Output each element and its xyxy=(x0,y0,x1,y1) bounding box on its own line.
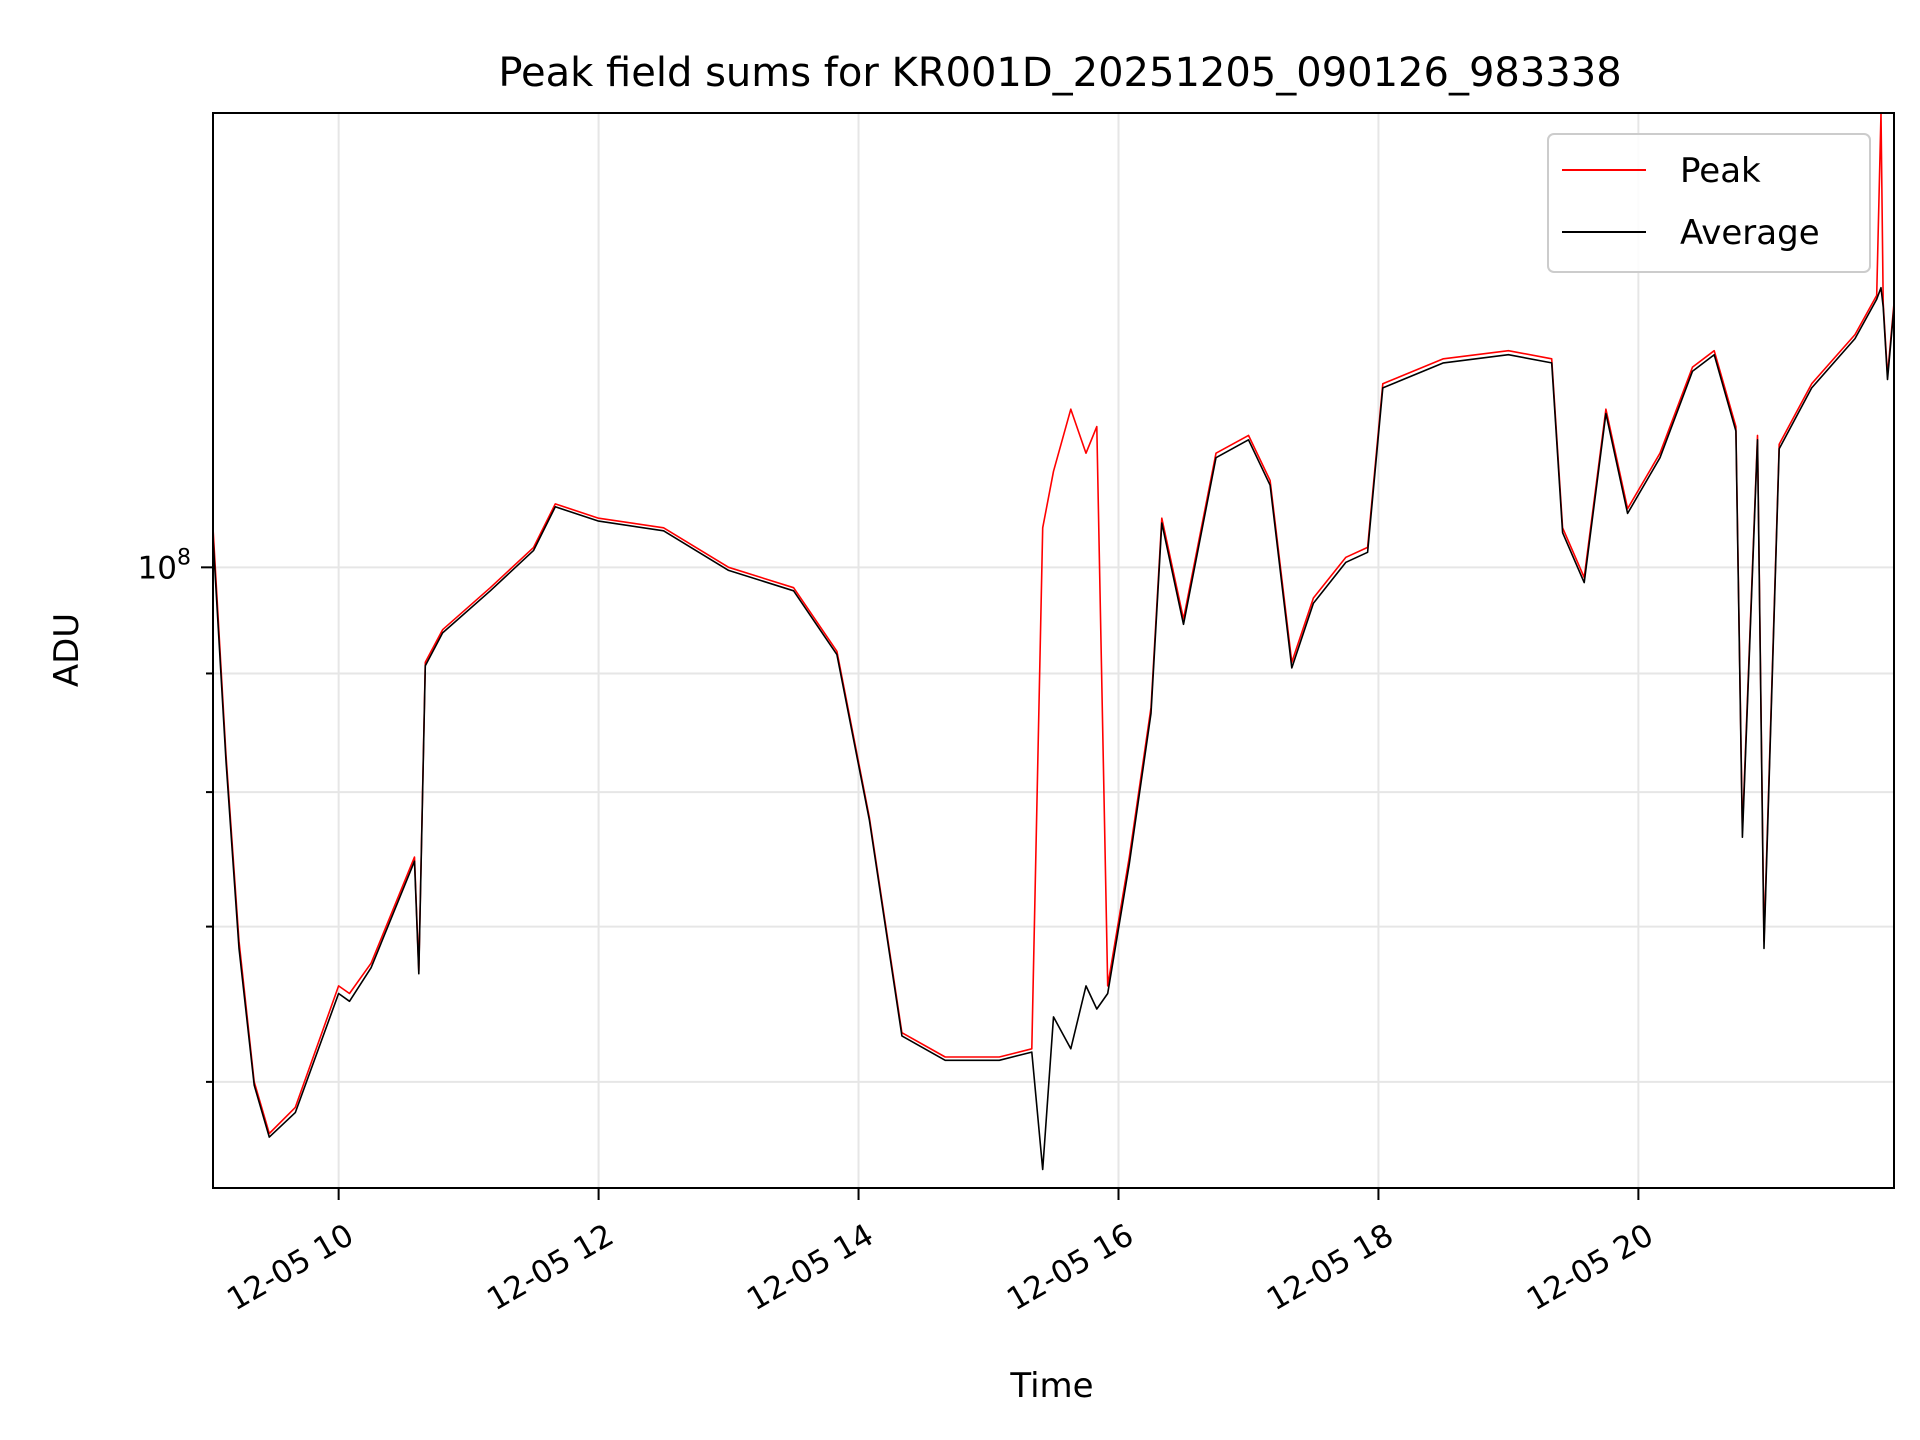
y-axis-label: ADU xyxy=(47,613,87,687)
series-line-average xyxy=(212,286,1895,1171)
legend-label-peak: Peak xyxy=(1680,151,1761,191)
chart-title: Peak field sums for KR001D_20251205_0901… xyxy=(498,50,1621,96)
plot-frame xyxy=(212,112,1895,1189)
legend-label-average: Average xyxy=(1680,213,1820,253)
series-layer xyxy=(212,112,1895,1171)
x-tick-label: 12-05 10 xyxy=(221,1217,360,1318)
x-tick-label: 12-05 18 xyxy=(1261,1217,1400,1318)
x-tick-label: 12-05 20 xyxy=(1521,1217,1660,1318)
y-axis: 108 xyxy=(138,545,213,1083)
legend-box xyxy=(1547,133,1871,273)
grid xyxy=(213,113,1894,1188)
x-tick-label: 12-05 12 xyxy=(481,1217,620,1318)
x-tick-label: 12-05 14 xyxy=(741,1217,880,1318)
legend: Peak Average xyxy=(1547,133,1871,273)
x-axis: 12-05 10 12-05 12 12-05 14 12-05 16 12-05 18… xyxy=(221,1188,1660,1318)
x-tick-label: 12-05 16 xyxy=(1001,1217,1140,1318)
y-tick-label: 108 xyxy=(138,545,191,586)
x-axis-label: Time xyxy=(1009,1366,1093,1406)
